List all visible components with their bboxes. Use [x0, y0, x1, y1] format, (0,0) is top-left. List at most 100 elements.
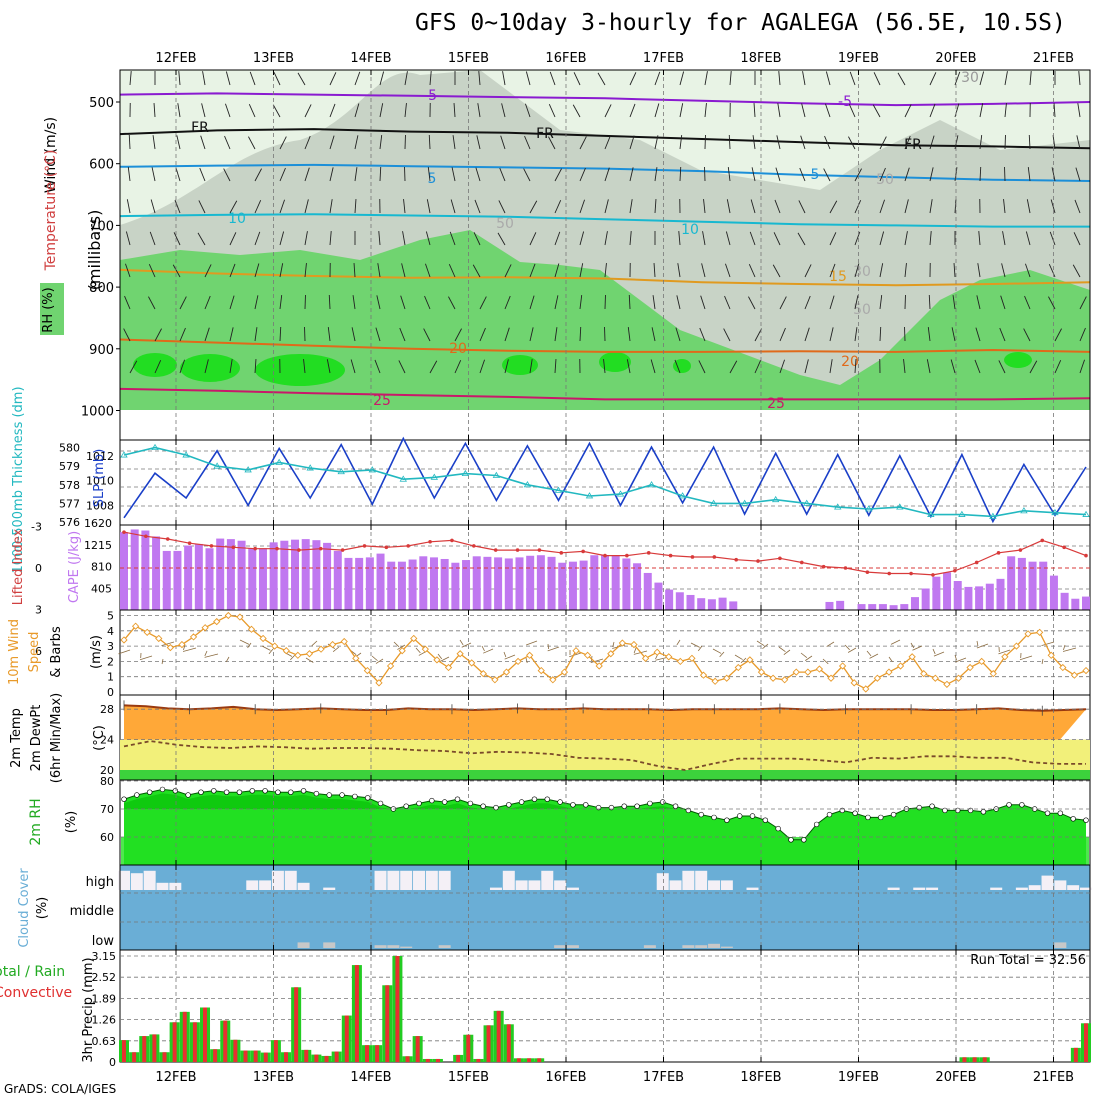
rh-marker — [736, 813, 743, 819]
wind-marker — [201, 624, 209, 632]
li-marker — [253, 546, 257, 551]
wind-barb — [979, 166, 982, 182]
wind-barb — [1004, 71, 1008, 86]
wind-barb — [554, 327, 558, 342]
series-marker — [616, 490, 625, 497]
li-marker — [231, 545, 236, 550]
wind-barb — [1052, 135, 1056, 150]
y-tick-label: 2.52 — [92, 971, 117, 984]
wind-barb — [954, 654, 957, 661]
wind-barb — [573, 72, 581, 86]
cloud-low-bar — [400, 946, 413, 948]
wind-barb — [379, 166, 382, 182]
wind-barb — [579, 199, 585, 214]
precip-bar-convective — [243, 1050, 248, 1062]
wind-barb — [699, 327, 706, 342]
wind-barb — [1054, 360, 1062, 374]
wind-barb — [279, 231, 285, 246]
wind-barb — [762, 643, 769, 650]
rh-marker — [724, 817, 730, 823]
rh-marker — [1057, 810, 1064, 816]
wind-barb — [800, 135, 806, 150]
li-marker — [843, 566, 848, 570]
wind-marker — [143, 628, 151, 636]
wind-marker — [363, 666, 372, 675]
wind-barb — [955, 657, 967, 663]
wind-barb — [254, 231, 261, 246]
rh-marker — [1083, 817, 1089, 823]
cape-bar — [1071, 598, 1080, 610]
wind-barb — [650, 359, 656, 374]
y-tick-label: 576 — [59, 516, 80, 529]
isotherm-line — [119, 268, 1091, 287]
wind-barb — [654, 71, 661, 86]
wind-marker — [734, 663, 742, 672]
contour-label: 50 — [496, 216, 514, 232]
wind-barb — [976, 643, 989, 649]
li-marker — [996, 551, 1001, 555]
contour-label: 25 — [373, 393, 391, 409]
wind-barb — [1079, 296, 1087, 310]
wind-barb — [248, 104, 256, 118]
series-marker — [306, 464, 314, 471]
wind-barb — [1062, 647, 1077, 652]
wind-barb — [872, 104, 881, 118]
li-marker — [887, 571, 892, 576]
precip-bar-convective — [466, 1034, 471, 1062]
rh-marker — [339, 792, 345, 798]
series-marker — [430, 473, 439, 480]
cloud-high-bar — [682, 870, 695, 890]
wind-barb — [590, 658, 604, 664]
li-marker — [1018, 548, 1023, 552]
wind-barb — [354, 71, 361, 86]
wind-barb — [254, 327, 258, 342]
precip-bar-convective — [172, 1022, 177, 1062]
wind-barb — [272, 104, 281, 118]
wind-marker — [1001, 653, 1009, 661]
x-date-label-bottom: 17FEB — [643, 1070, 684, 1085]
legend-total-rain: Total / Rain — [0, 964, 65, 980]
wind-barb — [1025, 263, 1031, 278]
thickness-slp-panel-frame — [119, 439, 1091, 526]
y-axis-label-dewpt: 2m DewPt — [29, 705, 44, 772]
series-marker — [337, 468, 345, 475]
wind-barb — [279, 199, 285, 214]
cloud-high-bar — [271, 870, 284, 890]
y-tick-label: 500 — [89, 96, 114, 111]
cape-bar — [376, 553, 385, 610]
wind-barb — [904, 263, 907, 278]
wind-barb — [904, 199, 909, 214]
wind-barb — [354, 135, 359, 150]
cloud-high-bar — [130, 873, 143, 890]
cape-bar — [205, 548, 214, 610]
wind-barb — [1050, 199, 1056, 214]
precip-bar-convective — [344, 1015, 349, 1062]
cloud-low-bar — [566, 945, 579, 948]
cape-bar — [707, 599, 716, 610]
y-axis-label-degc: (°C) — [92, 725, 107, 751]
cape-bar — [1082, 596, 1090, 610]
cloud-high-bar — [746, 887, 759, 890]
wind-barb — [249, 71, 256, 86]
wind-barb — [829, 232, 837, 246]
cape-bar — [440, 558, 449, 610]
cape-bar — [590, 555, 599, 610]
rh-marker — [1044, 810, 1051, 816]
wind-barb — [727, 167, 731, 182]
wind-barb — [329, 135, 335, 150]
x-date-label-bottom: 13FEB — [253, 1070, 294, 1085]
wind-barb — [1051, 167, 1056, 182]
y-tick-label: 1008 — [86, 499, 114, 512]
y-tick-label: 1012 — [86, 450, 114, 463]
wind-barb — [824, 135, 831, 150]
y-tick-label: 0 — [109, 1056, 116, 1069]
wind-barb — [753, 103, 756, 118]
wind-marker — [502, 668, 511, 676]
cloud-high-bar — [887, 887, 900, 890]
cloud-level-label: middle — [70, 904, 114, 919]
wind-barb — [404, 71, 408, 86]
cloud-high-bar — [515, 880, 528, 890]
li-marker — [646, 551, 651, 555]
wind-barb — [459, 639, 464, 646]
